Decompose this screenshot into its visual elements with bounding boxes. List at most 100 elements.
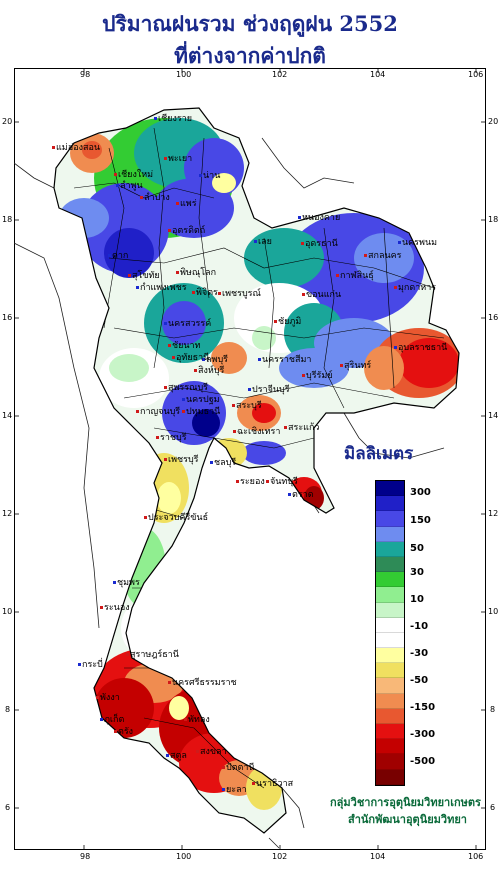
town-label: พิจิตร [196,288,218,298]
town-label: นครปฐม [186,395,220,405]
legend-swatch [376,541,404,557]
legend-label: -50 [410,675,429,686]
legend-swatch [376,496,404,512]
station-marker [182,410,185,413]
station-marker [182,398,185,401]
station-marker [100,718,103,721]
station-marker [100,606,103,609]
station-marker [113,581,116,584]
station-marker [222,788,225,791]
town-label: ฉะเชิงเทรา [237,427,281,437]
credit-line2: สำนักพัฒนาอุตุนิยมวิทยา [348,813,467,826]
town-label: ลพบุรี [206,355,228,365]
station-marker [172,356,175,359]
lon-tick-bottom: 102 [272,852,288,861]
station-marker [164,157,167,160]
station-marker [166,754,169,757]
legend-label: 30 [410,567,424,578]
station-marker [192,291,195,294]
lat-tick-right: 8 [490,705,496,714]
town-label: น่าน [203,171,221,181]
lat-tick-right: 10 [488,607,499,616]
station-marker [184,718,187,721]
station-marker [136,286,139,289]
station-marker [164,458,167,461]
legend-swatch [376,556,404,573]
town-label: เพชรบูรณ์ [222,289,261,299]
town-label: แม่ฮ่องสอน [56,143,101,153]
lon-tick-top: 106 [468,70,484,79]
town-label: ระนอง [104,603,130,613]
station-marker [302,293,305,296]
legend-label: 300 [410,487,431,498]
lat-tick-left: 18 [2,215,13,224]
legend-swatch [376,724,404,740]
station-marker [284,426,287,429]
station-marker [222,766,225,769]
town-label: สระแก้ว [288,423,320,433]
station-marker [202,358,205,361]
station-marker [52,146,55,149]
legend-label: -10 [410,621,429,632]
legend-label: -500 [410,756,436,767]
lat-tick-left: 6 [5,803,11,812]
town-label: พังงา [100,693,120,703]
town-label: ลำพูน [120,181,143,191]
town-label: นครศรีธรรมราช [172,678,237,688]
lon-tick-top: 100 [176,70,192,79]
station-marker [168,681,171,684]
lat-tick-left: 8 [5,705,11,714]
lon-tick-bottom: 100 [176,852,192,861]
town-label: ปราจีนบุรี [252,385,290,395]
town-label: ลำปาง [144,193,170,203]
station-marker [144,516,147,519]
rainfall-anomaly-map [14,68,486,850]
station-marker [232,404,235,407]
town-label: กำแพงเพชร [140,283,187,293]
station-marker [196,750,199,753]
legend-label: -300 [410,729,436,740]
legend-swatch [376,708,404,724]
legend-swatch [376,511,404,527]
town-label: หนองคาย [302,213,341,223]
thailand-outline [53,107,460,834]
station-marker [236,480,239,483]
station-marker [274,320,277,323]
lat-tick-right: 6 [490,803,496,812]
station-marker [136,410,139,413]
lat-tick-right: 14 [488,411,499,420]
town-label: สุโขทัย [132,271,160,281]
station-marker [298,216,301,219]
station-marker [394,286,397,289]
station-marker [398,241,401,244]
legend-swatch [376,693,404,709]
legend-swatch [376,769,404,785]
town-label: สุรินทร์ [344,361,372,371]
lat-tick-left: 14 [2,411,13,420]
town-label: นราธิวาส [256,779,294,789]
station-marker [164,322,167,325]
town-label: สระบุรี [236,401,262,411]
town-label: สงขลา [200,747,227,757]
town-label: นครสวรรค์ [168,319,212,329]
lat-tick-left: 16 [2,313,13,322]
town-label: ยะลา [226,785,247,795]
map-title-line1: ปริมาณฝนรวม ช่วงฤดูฝน 2552 [102,11,398,36]
lat-tick-right: 18 [488,215,499,224]
town-label: พิษณุโลก [180,268,217,278]
lat-tick-right: 16 [488,313,499,322]
town-label: เชียงราย [158,114,193,124]
lon-tick-bottom: 104 [370,852,386,861]
map-frame [14,68,486,850]
station-marker [252,782,255,785]
lat-tick-right: 20 [488,117,499,126]
station-marker [78,663,81,666]
town-label: อุตรดิตถ์ [172,226,206,236]
town-label: สิงห์บุรี [198,366,225,376]
station-marker [258,358,261,361]
station-marker [168,344,171,347]
town-label: ตรัง [118,727,134,737]
station-marker [116,184,119,187]
lon-tick-top: 104 [370,70,386,79]
legend-swatch [376,739,404,755]
